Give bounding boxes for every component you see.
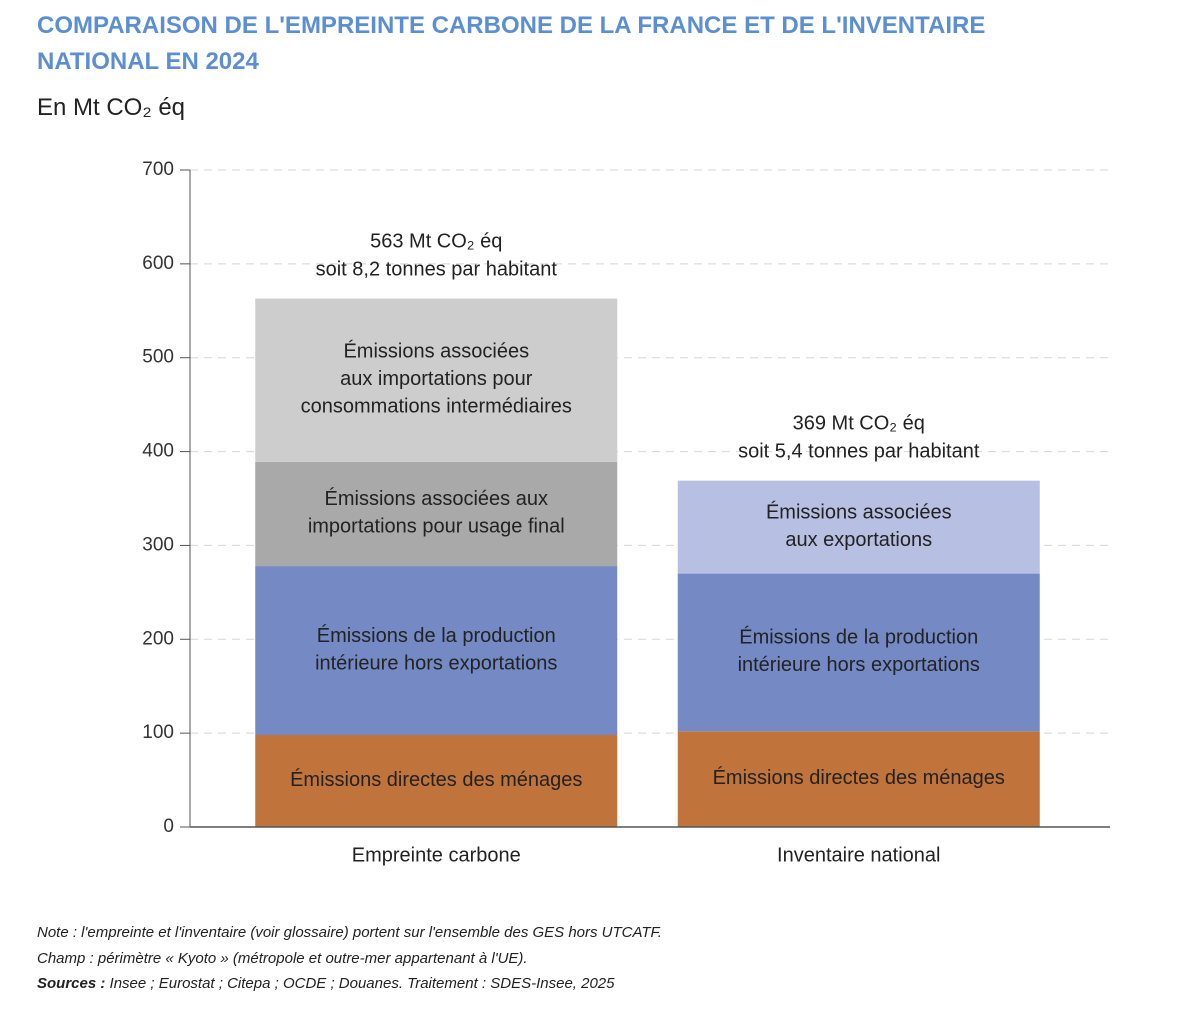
y-tick-label: 200 [142,628,174,649]
total-annotation: 563 Mt CO₂ éq soit 8,2 tonnes par habitan… [316,231,558,281]
bar-segment [255,298,618,462]
segment-label: Émissions de la production intérieure hor… [738,626,980,677]
y-tick-label: 100 [142,722,174,743]
segment-label: Émissions associées aux importations pour… [308,488,565,539]
y-tick-label: 700 [142,159,174,180]
note: Champ : périmètre « Kyoto » (métropole e… [37,950,528,967]
total-annotation: 369 Mt CO₂ éq soit 5,4 tonnes par habitan… [738,413,980,463]
sources-label: Sources : [37,975,105,992]
segment-label: Émissions de la production intérieure hor… [315,624,557,675]
bar-segment [255,735,618,827]
y-tick-label: 300 [142,534,174,555]
segment-label: Émissions associées aux importations pour… [301,340,572,418]
segment-label: Émissions directes des ménages [713,766,1005,789]
x-tick-label: Inventaire national [777,844,940,866]
y-tick-label: 500 [142,347,174,368]
bar-segment [677,480,1040,574]
sources-text: Insee ; Eurostat ; Citepa ; OCDE ; Douan… [105,975,615,992]
bar-segment [255,461,618,567]
chart-title: NATIONAL EN 2024 [37,48,259,75]
y-tick-label: 0 [163,816,174,837]
y-tick-label: 600 [142,253,174,274]
bar-segment [677,573,1040,732]
y-tick-label: 400 [142,441,174,462]
y-axis-label: En Mt CO₂ éq [37,94,185,121]
bar-segment [255,566,618,736]
segment-label: Émissions associées aux exportations [766,501,952,552]
segment-label: Émissions directes des ménages [290,768,582,791]
bar-segment [677,731,1040,827]
note: Note : l'empreinte et l'inventaire (voir… [37,924,662,941]
sources: Sources : Insee ; Eurostat ; Citepa ; OC… [37,975,615,992]
x-tick-label: Empreinte carbone [352,844,521,866]
chart-title: COMPARAISON DE L'EMPREINTE CARBONE DE LA… [37,12,985,39]
